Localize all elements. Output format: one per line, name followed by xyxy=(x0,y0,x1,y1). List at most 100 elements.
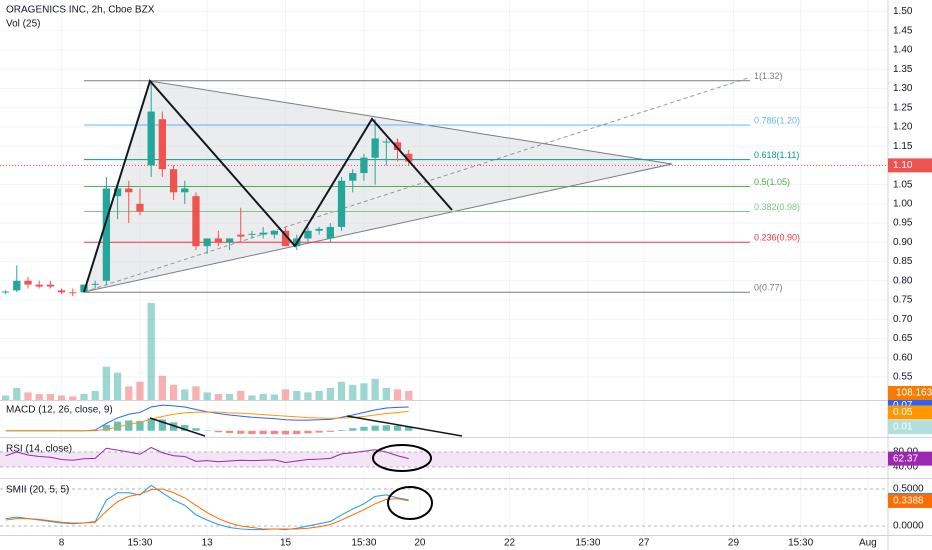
volume-bar xyxy=(91,390,99,400)
value-tag-bg xyxy=(888,420,932,435)
candle-body xyxy=(192,196,200,247)
macd-histogram-bar xyxy=(113,421,122,431)
macd-histogram-bar xyxy=(371,425,379,431)
fib-label: 0(0.77) xyxy=(754,283,783,293)
candle-body xyxy=(35,284,43,287)
value-tag: 0.01 xyxy=(893,422,913,433)
macd-histogram-bar xyxy=(147,418,155,431)
candle-body xyxy=(147,111,155,166)
macd-histogram-bar xyxy=(169,422,178,431)
y-tick-label: 0.70 xyxy=(893,314,913,325)
fib-label: 0.618(1.11) xyxy=(754,150,799,160)
macd-histogram-bar xyxy=(125,420,133,431)
candle-body xyxy=(393,142,402,150)
y-tick-label: 1.30 xyxy=(893,83,913,94)
value-tag-bg xyxy=(888,451,932,466)
highlight-ellipse xyxy=(387,486,433,520)
y-tick-label: 1.45 xyxy=(893,25,913,36)
candle-body xyxy=(248,233,256,235)
volume-bar xyxy=(270,394,278,400)
volume-bar xyxy=(248,395,256,400)
candle-body xyxy=(1,291,10,293)
value-tag-bg xyxy=(888,493,932,508)
macd-histogram-bar xyxy=(102,424,111,431)
volume-bar xyxy=(315,390,323,400)
y-tick-label: 0.60 xyxy=(893,352,913,363)
candle-body xyxy=(371,138,379,158)
candle-body xyxy=(237,234,245,237)
volume-bar xyxy=(349,384,357,400)
candle-body xyxy=(405,153,413,162)
value-tag-bg xyxy=(888,158,932,173)
macd-histogram-bar xyxy=(281,430,290,435)
candle-body xyxy=(259,232,267,235)
volume-bar xyxy=(35,393,43,400)
volume-bar xyxy=(80,393,88,400)
y-tick-label: 0.55 xyxy=(893,372,913,383)
zigzag-drawing xyxy=(83,79,453,293)
y-tick-label: 40.00 xyxy=(893,462,918,473)
volume-bar xyxy=(326,387,334,400)
x-tick-label: 15:30 xyxy=(575,538,600,549)
volume-bar xyxy=(371,378,379,400)
x-tick-label: 15:30 xyxy=(351,538,376,549)
volume-bar xyxy=(259,393,267,400)
candle-body xyxy=(125,188,133,193)
y-tick-label: 0.90 xyxy=(893,237,913,248)
volume-title: Vol (25) xyxy=(6,19,40,30)
volume-tag: 108.163K xyxy=(896,388,932,399)
x-tick-label: 13 xyxy=(202,538,214,549)
candle-body xyxy=(225,238,234,243)
y-tick-label: 1.00 xyxy=(893,198,913,209)
y-tick-label: 1.40 xyxy=(893,45,913,56)
candle-body xyxy=(326,226,334,239)
candle-body xyxy=(46,284,55,287)
candle-body xyxy=(80,284,88,293)
labels: 8 15:30 13 15 15:30 20 22 15:30 27 29 15:30 Aug 0.55… xyxy=(6,6,932,549)
y-tick-label: 1.20 xyxy=(893,122,913,133)
candle-body xyxy=(13,280,21,291)
y-tick-label: 0.65 xyxy=(893,333,913,344)
volume-bar xyxy=(181,389,189,400)
plot-layer xyxy=(0,80,888,531)
candle-body xyxy=(136,203,144,212)
x-tick-label: 29 xyxy=(728,538,740,549)
volume-bar xyxy=(102,366,111,400)
candle-body xyxy=(181,188,189,193)
macd-histogram-bar xyxy=(181,424,189,431)
macd-histogram-bar xyxy=(337,430,346,431)
x-tick-label: Aug xyxy=(859,538,877,549)
trend-line xyxy=(346,415,463,437)
pane-title: MACD (12, 26, close, 9) xyxy=(6,405,113,416)
macd-histogram-bar xyxy=(326,430,334,432)
candle-body xyxy=(24,280,32,285)
fib-label: 0.382(0.98) xyxy=(754,202,800,212)
volume-bar xyxy=(147,303,155,400)
volume-bar xyxy=(13,387,21,400)
highlight-ellipse xyxy=(372,444,432,472)
candle-body xyxy=(69,292,77,294)
x-tick-label: 27 xyxy=(638,538,650,549)
symbol-title: ORAGENICS INC, 2h, Cboe BZX xyxy=(6,5,155,16)
volume-bar xyxy=(1,395,10,400)
volume-bar xyxy=(293,390,301,400)
x-tick-label: 20 xyxy=(414,538,426,549)
candle-body xyxy=(304,230,312,239)
value-tag: 1.10 xyxy=(893,160,913,171)
candle-body xyxy=(382,141,390,143)
y-tick-label: 1.05 xyxy=(893,179,913,190)
fib-trend-line xyxy=(83,77,749,293)
candle-body xyxy=(315,228,323,231)
volume-bar xyxy=(24,392,32,400)
value-tag: 62.37 xyxy=(893,453,918,464)
candle-body xyxy=(349,173,357,181)
rsi-band xyxy=(0,452,888,468)
volume-bar xyxy=(393,389,402,400)
candle-body xyxy=(102,188,111,281)
volume-bar xyxy=(225,393,234,400)
volume-bar xyxy=(360,383,368,400)
volume-tag-bg xyxy=(888,386,932,400)
macd-histogram-bar xyxy=(136,420,144,431)
x-tick-label: 15 xyxy=(280,538,292,549)
